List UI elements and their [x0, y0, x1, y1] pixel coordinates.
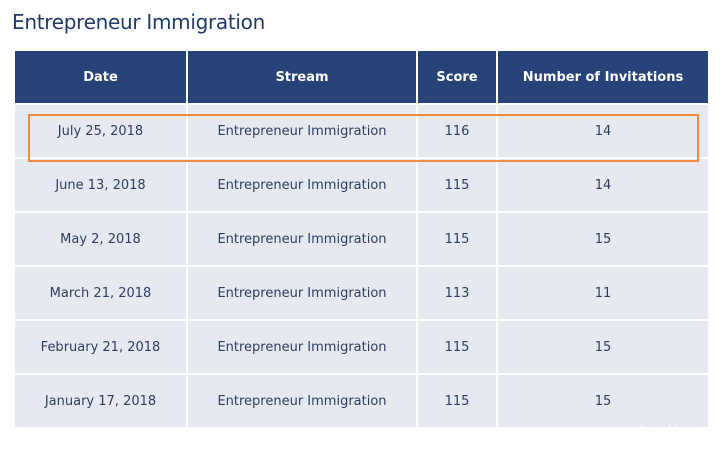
header-invitations: Number of Invitations: [496, 51, 710, 105]
header-score: Score: [416, 51, 498, 105]
invitations-table: Date Stream Score Number of Invitations …: [13, 51, 710, 429]
table-header-row: Date Stream Score Number of Invitations: [13, 51, 710, 105]
cell-score: 115: [416, 319, 498, 375]
table-row: June 13, 2018 Entrepreneur Immigration 115…: [13, 157, 710, 213]
table-row: March 21, 2018 Entrepreneur Immigration 11…: [13, 265, 710, 321]
table-row: May 2, 2018 Entrepreneur Immigration 115 15: [13, 211, 710, 267]
cell-invitations: 14: [496, 103, 710, 159]
table-row: July 25, 2018 Entrepreneur Immigration 116…: [13, 103, 710, 159]
header-date: Date: [13, 51, 188, 105]
cell-stream: Entrepreneur Immigration: [186, 373, 418, 429]
cell-invitations: 15: [496, 211, 710, 267]
cell-score: 113: [416, 265, 498, 321]
cell-date: January 17, 2018: [13, 373, 188, 429]
cell-score: 115: [416, 211, 498, 267]
page-title: Entrepreneur Immigration: [12, 10, 265, 34]
cell-date: March 21, 2018: [13, 265, 188, 321]
table-row: February 21, 2018 Entrepreneur Immigratio…: [13, 319, 710, 375]
cell-invitations: 14: [496, 157, 710, 213]
cell-stream: Entrepreneur Immigration: [186, 319, 418, 375]
cell-score: 115: [416, 373, 498, 429]
table-row: January 17, 2018 Entrepreneur Immigration…: [13, 373, 710, 429]
cell-date: May 2, 2018: [13, 211, 188, 267]
cell-stream: Entrepreneur Immigration: [186, 103, 418, 159]
cell-date: February 21, 2018: [13, 319, 188, 375]
cell-stream: Entrepreneur Immigration: [186, 211, 418, 267]
cell-invitations: 11: [496, 265, 710, 321]
cell-stream: Entrepreneur Immigration: [186, 157, 418, 213]
header-stream: Stream: [186, 51, 418, 105]
cell-invitations: 15: [496, 373, 710, 429]
cell-date: July 25, 2018: [13, 103, 188, 159]
cell-score: 115: [416, 157, 498, 213]
watermark: tipdj.co: [638, 423, 706, 439]
cell-stream: Entrepreneur Immigration: [186, 265, 418, 321]
cell-invitations: 15: [496, 319, 710, 375]
cell-date: June 13, 2018: [13, 157, 188, 213]
cell-score: 116: [416, 103, 498, 159]
